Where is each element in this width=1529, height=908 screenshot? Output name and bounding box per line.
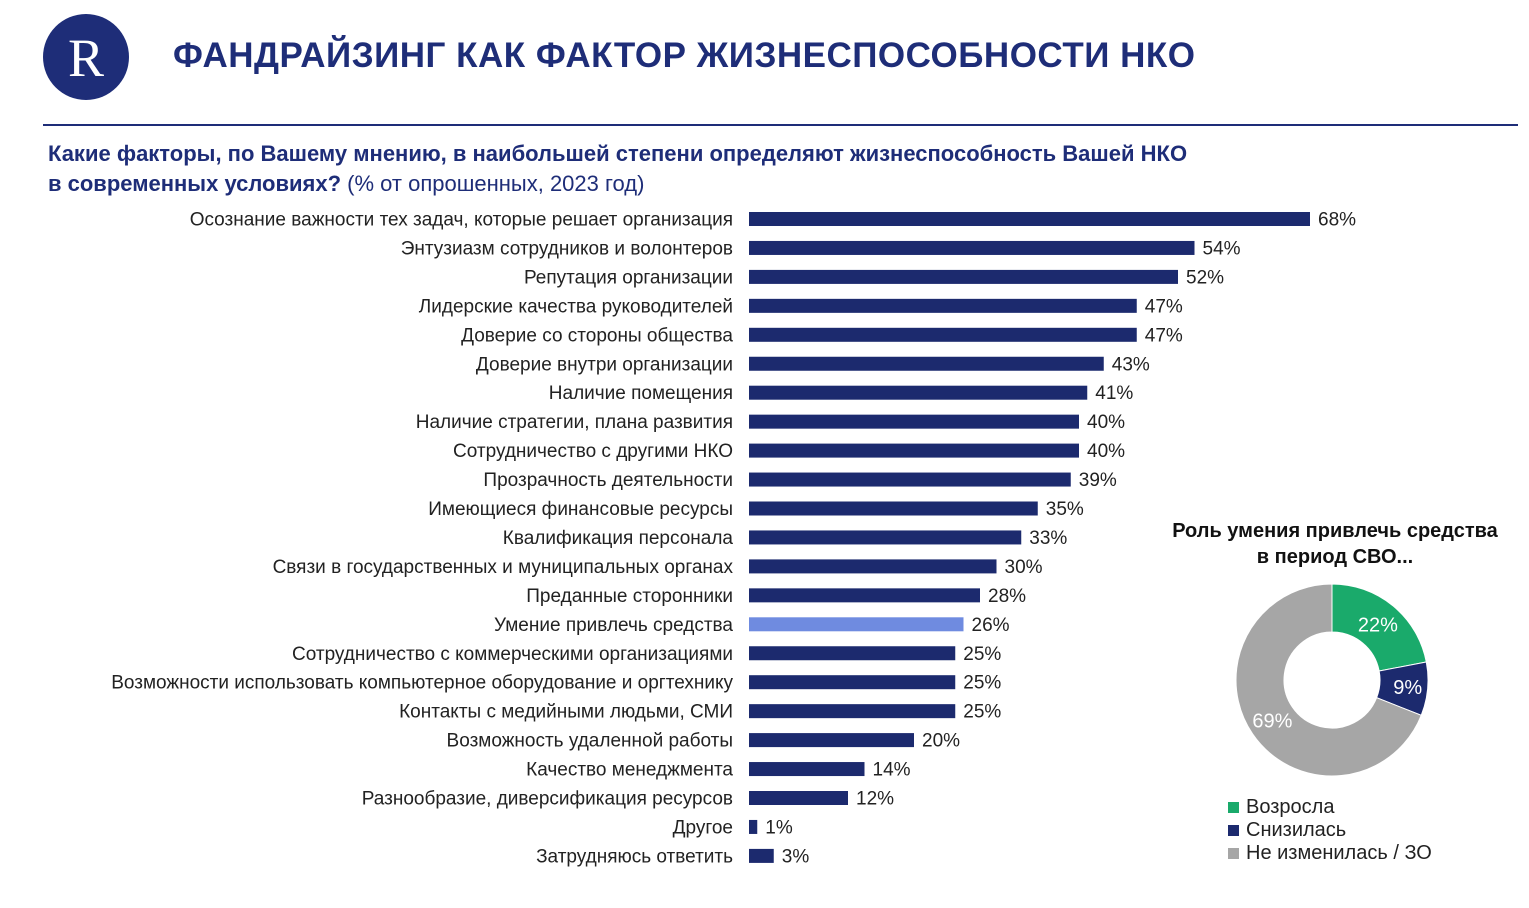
- bar: [749, 269, 1178, 284]
- legend-swatch-unchanged: [1228, 848, 1239, 859]
- question-line-2: в современных условиях? (% от опрошенных…: [48, 169, 1187, 199]
- legend-swatch-increased: [1228, 802, 1239, 813]
- bar: [749, 414, 1079, 429]
- category-label: Разнообразие, диверсификация ресурсов: [362, 789, 733, 810]
- legend-label-decreased: Снизилась: [1246, 819, 1347, 841]
- donut-value-label-unchanged: 69%: [1252, 710, 1292, 732]
- category-label: Наличие помещения: [549, 383, 733, 404]
- category-label: Осознание важности тех задач, которые ре…: [190, 210, 733, 231]
- bar-value-label: 12%: [856, 789, 894, 810]
- bar-value-label: 47%: [1145, 325, 1183, 346]
- bar: [749, 530, 1022, 545]
- logo-circle: [43, 14, 129, 100]
- bar: [749, 704, 956, 719]
- legend-label-increased: Возросла: [1246, 796, 1335, 818]
- category-label: Репутация организации: [524, 267, 733, 288]
- category-label: Возможность удаленной работы: [447, 731, 733, 752]
- bar-value-label: 39%: [1079, 470, 1117, 491]
- category-label: Преданные сторонники: [526, 586, 733, 607]
- bar: [749, 733, 914, 748]
- category-label: Качество менеджмента: [526, 760, 733, 781]
- bar: [749, 762, 865, 777]
- slide-title: ФАНДРАЙЗИНГ КАК ФАКТОР ЖИЗНЕСПОСОБНОСТИ …: [173, 36, 1196, 75]
- legend-item-decreased: Снизилась: [1228, 819, 1432, 842]
- bar: [749, 588, 980, 603]
- bar-value-label: 25%: [963, 644, 1001, 665]
- bar-value-label: 40%: [1087, 412, 1125, 433]
- category-label: Другое: [673, 817, 733, 838]
- donut-slice-unchanged: [1235, 583, 1422, 777]
- fundraising-role-donut-chart: 22% 9% 69%: [1235, 583, 1429, 777]
- category-label: Прозрачность деятельности: [483, 470, 733, 491]
- question-line-1: Какие факторы, по Вашему мнению, в наибо…: [48, 139, 1187, 169]
- bar-value-label: 25%: [963, 702, 1001, 723]
- bar-value-label: 52%: [1186, 267, 1224, 288]
- bar: [749, 212, 1310, 226]
- title-divider: [43, 124, 1518, 126]
- bar: [749, 356, 1104, 371]
- bar: [749, 791, 848, 805]
- bar-value-label: 30%: [1005, 557, 1043, 578]
- bar-value-label: 47%: [1145, 296, 1183, 317]
- bar-value-label: 1%: [765, 817, 793, 838]
- bar-value-label: 20%: [922, 731, 960, 752]
- category-label: Наличие стратегии, плана развития: [416, 412, 733, 433]
- category-label: Контакты с медийными людьми, СМИ: [399, 702, 733, 723]
- bar: [749, 559, 997, 574]
- donut-legend: Возросла Снизилась Не изменилась / ЗО: [1228, 796, 1432, 865]
- legend-item-increased: Возросла: [1228, 796, 1432, 819]
- bar: [749, 501, 1038, 516]
- question-text-1: Какие факторы, по Вашему мнению, в наибо…: [48, 141, 1188, 166]
- bar-value-label: 40%: [1087, 441, 1125, 462]
- bar: [749, 819, 758, 834]
- donut-value-label-increased: 22%: [1358, 615, 1398, 637]
- bar: [749, 298, 1137, 313]
- legend-swatch-decreased: [1228, 825, 1239, 836]
- bar-value-label: 26%: [972, 615, 1010, 636]
- bar-value-label: 54%: [1203, 238, 1241, 259]
- bar-value-label: 68%: [1318, 210, 1356, 231]
- category-label: Затрудняюсь ответить: [536, 846, 733, 867]
- bar: [749, 646, 956, 661]
- bar: [749, 848, 774, 863]
- category-label: Умение привлечь средства: [494, 615, 733, 636]
- bar-value-label: 33%: [1029, 528, 1067, 549]
- donut-value-label-decreased: 9%: [1393, 677, 1422, 699]
- university-logo: R: [43, 14, 129, 100]
- category-label: Имеющиеся финансовые ресурсы: [428, 499, 733, 520]
- legend-item-unchanged: Не изменилась / ЗО: [1228, 842, 1432, 865]
- bar: [749, 472, 1071, 487]
- category-label: Энтузиазм сотрудников и волонтеров: [401, 238, 733, 259]
- bar: [749, 675, 956, 690]
- question-note: (% от опрошенных, 2023 год): [341, 171, 645, 196]
- bar-value-label: 14%: [873, 760, 911, 781]
- category-label: Сотрудничество с коммерческими организац…: [292, 644, 733, 665]
- category-label: Сотрудничество с другими НКО: [453, 441, 733, 462]
- logo-letter: R: [68, 28, 104, 88]
- category-label: Связи в государственных и муниципальных …: [273, 557, 734, 578]
- category-label: Доверие со стороны общества: [461, 325, 733, 346]
- question-text-2: в современных условиях?: [48, 171, 342, 196]
- donut-chart-title: Роль умения привлечь средства в период С…: [1172, 520, 1498, 568]
- bar-value-label: 35%: [1046, 499, 1084, 520]
- bar-value-label: 3%: [782, 846, 810, 867]
- bar-value-label: 25%: [963, 673, 1001, 694]
- bar-value-label: 43%: [1112, 354, 1150, 375]
- category-label: Лидерские качества руководителей: [419, 296, 733, 317]
- bar: [749, 385, 1088, 400]
- survey-question: Какие факторы, по Вашему мнению, в наибо…: [48, 139, 1187, 199]
- bar: [749, 443, 1079, 458]
- category-label: Возможности использовать компьютерное об…: [111, 673, 733, 694]
- bar: [749, 327, 1137, 342]
- bar-value-label: 41%: [1095, 383, 1133, 404]
- bar-highlighted: [749, 617, 964, 632]
- bar: [749, 240, 1195, 255]
- legend-label-unchanged: Не изменилась / ЗО: [1246, 842, 1432, 864]
- category-label: Доверие внутри организации: [476, 354, 733, 375]
- category-label: Квалификация персонала: [503, 528, 734, 549]
- donut-slice-increased: [1331, 583, 1427, 672]
- bar-value-label: 28%: [988, 586, 1026, 607]
